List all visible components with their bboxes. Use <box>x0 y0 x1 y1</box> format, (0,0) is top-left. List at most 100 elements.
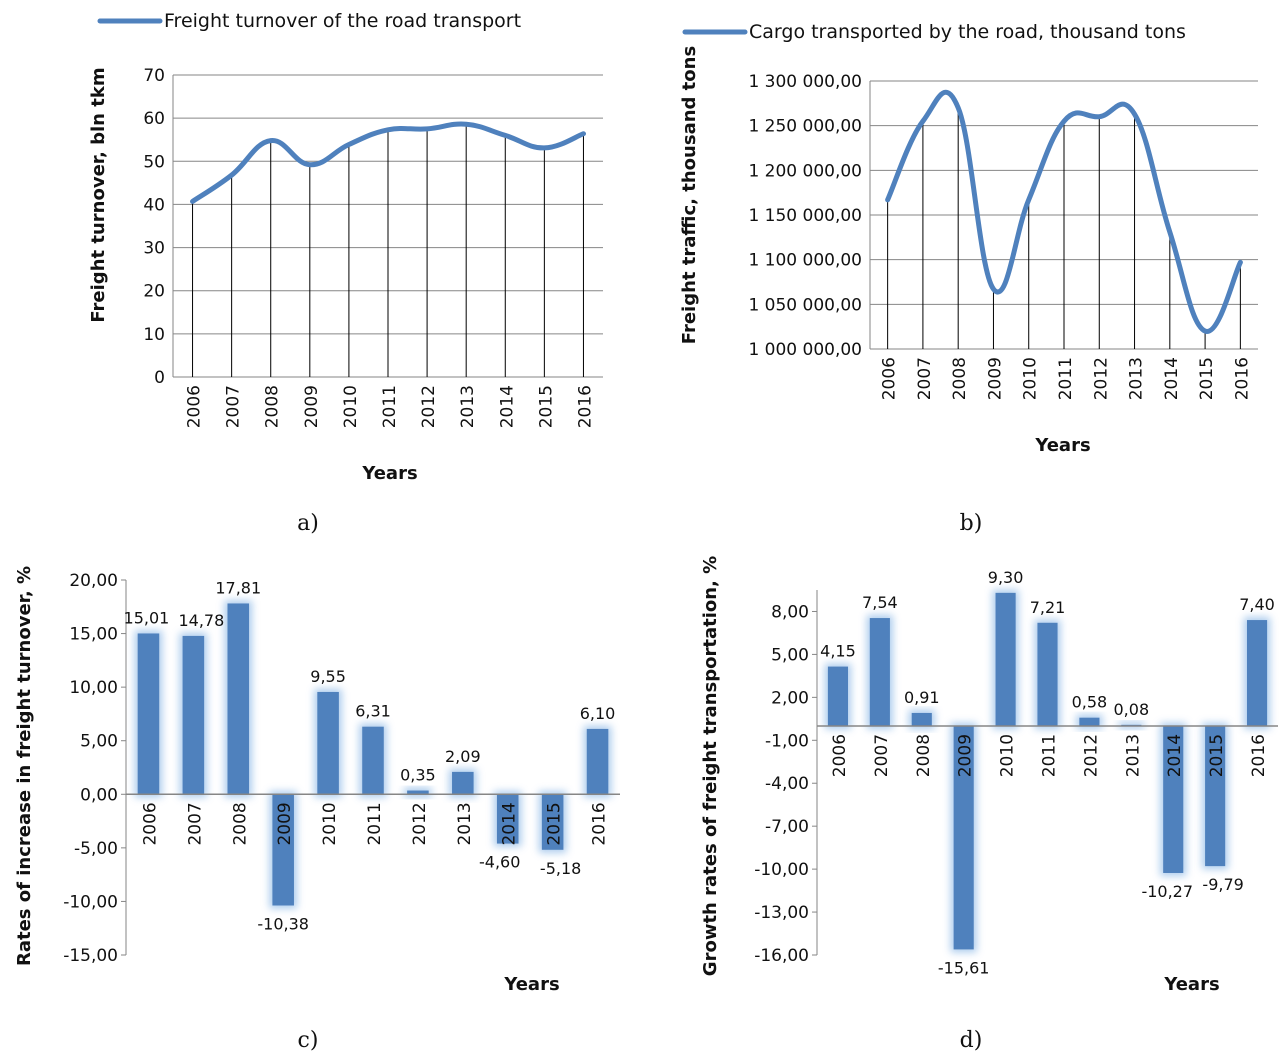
x-tick-label: 2007 <box>872 734 892 777</box>
x-tick-label: 2009 <box>275 802 295 845</box>
bar <box>317 691 339 795</box>
y-tick-label: -5,00 <box>74 839 118 859</box>
bar <box>272 794 294 906</box>
data-label: 0,35 <box>400 766 436 785</box>
x-tick-label: 2016 <box>575 385 595 428</box>
data-label: -15,61 <box>938 958 990 977</box>
y-tick-label: 10,00 <box>69 678 118 698</box>
x-axis-title: Years <box>1034 435 1090 456</box>
x-tick-label: 2010 <box>320 802 340 845</box>
x-tick-label: 2012 <box>1081 734 1101 777</box>
x-axis-title: Years <box>1163 974 1219 995</box>
panel-label: b) <box>960 511 983 536</box>
x-tick-label: 2008 <box>950 357 970 400</box>
x-tick-label: 2011 <box>365 802 385 845</box>
y-tick-label: 1 050 000,00 <box>748 295 862 315</box>
x-tick-label: 2010 <box>998 734 1018 777</box>
y-tick-label: 1 150 000,00 <box>748 206 862 226</box>
y-tick-label: 0,00 <box>80 785 118 805</box>
bar <box>496 794 519 844</box>
data-label: 9,55 <box>310 667 346 686</box>
panel-label: d) <box>960 1028 983 1053</box>
x-tick-label: 2012 <box>410 802 430 845</box>
x-tick-label: 2014 <box>1162 357 1182 400</box>
y-tick-label: 5,00 <box>80 732 118 752</box>
y-axis-title: Growth rates of freight transportation, … <box>700 556 721 976</box>
bar <box>227 603 250 795</box>
x-tick-label: 2011 <box>380 385 400 428</box>
y-tick-label: -7,00 <box>765 817 809 837</box>
panel-label: a) <box>297 511 319 536</box>
y-tick-label: 0 <box>154 368 165 388</box>
bar <box>1163 725 1184 873</box>
bar <box>869 618 890 726</box>
y-tick-label: 1 300 000,00 <box>748 72 862 92</box>
bar <box>407 790 429 795</box>
series-line <box>885 89 1243 334</box>
x-tick-label: 2010 <box>341 385 361 428</box>
bar <box>1079 717 1100 726</box>
bar <box>953 725 974 950</box>
bar <box>541 794 564 850</box>
y-tick-label: 8,00 <box>771 602 809 622</box>
x-tick-label: 2007 <box>224 385 244 428</box>
y-tick-label: 50 <box>143 152 165 172</box>
x-tick-label: 2006 <box>880 357 900 400</box>
x-tick-label: 2006 <box>830 734 850 777</box>
y-tick-label: 10 <box>143 325 165 345</box>
data-label: -9,79 <box>1202 875 1243 894</box>
data-label: 7,21 <box>1030 598 1066 617</box>
x-tick-label: 2009 <box>956 734 976 777</box>
panel-label: c) <box>298 1028 319 1053</box>
data-label: 6,31 <box>355 702 391 721</box>
x-tick-label: 2013 <box>455 802 475 845</box>
y-axis-title: Freight turnover, bln tkm <box>88 67 109 322</box>
x-tick-label: 2012 <box>419 385 439 428</box>
x-tick-label: 2006 <box>140 802 160 845</box>
y-tick-label: -16,00 <box>754 946 809 966</box>
y-tick-label: 2,00 <box>771 688 809 708</box>
chart-b: 1 000 000,00 1 050 000,00 1 100 000,00 1 15… <box>679 21 1258 536</box>
x-tick-label: 2008 <box>914 734 934 777</box>
x-axis-title: Years <box>361 463 417 484</box>
data-label: -10,27 <box>1141 882 1193 901</box>
data-label: 0,08 <box>1114 700 1150 719</box>
bar <box>137 633 160 795</box>
x-tick-label: 2016 <box>590 802 610 845</box>
data-label: 0,91 <box>904 688 940 707</box>
x-tick-label: 2014 <box>1165 734 1185 777</box>
y-tick-label: 1 000 000,00 <box>748 340 862 360</box>
y-tick-label: -15,00 <box>63 946 118 966</box>
y-tick-label: 40 <box>143 195 165 215</box>
data-label: 2,09 <box>445 747 481 766</box>
bar <box>182 635 205 795</box>
bar <box>911 712 932 726</box>
y-tick-label: 1 250 000,00 <box>748 117 862 137</box>
x-axis-title: Years <box>503 974 559 995</box>
data-label: 9,30 <box>988 568 1024 587</box>
x-tick-label: 2008 <box>263 385 283 428</box>
data-label: 4,15 <box>820 642 856 661</box>
x-tick-label: 2012 <box>1091 357 1111 400</box>
data-label: -4,60 <box>479 853 520 872</box>
y-tick-label: 15,00 <box>69 625 118 645</box>
bar <box>586 728 609 795</box>
x-tick-label: 2007 <box>185 802 205 845</box>
bar <box>827 666 849 726</box>
y-tick-label: -4,00 <box>765 774 809 794</box>
x-tick-label: 2015 <box>536 385 556 428</box>
y-tick-label: 30 <box>143 239 165 259</box>
bar <box>995 592 1016 726</box>
x-tick-label: 2016 <box>1232 357 1252 400</box>
x-tick-label: 2011 <box>1056 357 1076 400</box>
bar <box>1246 620 1268 726</box>
data-label: 14,78 <box>178 611 224 630</box>
y-tick-label: -10,00 <box>63 892 118 912</box>
y-tick-label: -1,00 <box>765 731 809 751</box>
x-tick-label: 2010 <box>1021 357 1041 400</box>
y-axis-title: Freight traffic, thousand tons <box>679 46 700 344</box>
y-tick-label: 1 100 000,00 <box>748 251 862 271</box>
bar <box>362 726 384 795</box>
data-label: 7,54 <box>862 593 898 612</box>
x-tick-label: 2013 <box>458 385 478 428</box>
